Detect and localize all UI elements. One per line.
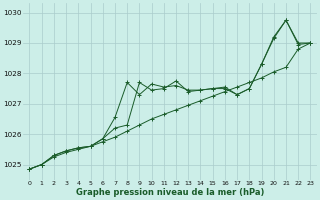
X-axis label: Graphe pression niveau de la mer (hPa): Graphe pression niveau de la mer (hPa): [76, 188, 264, 197]
